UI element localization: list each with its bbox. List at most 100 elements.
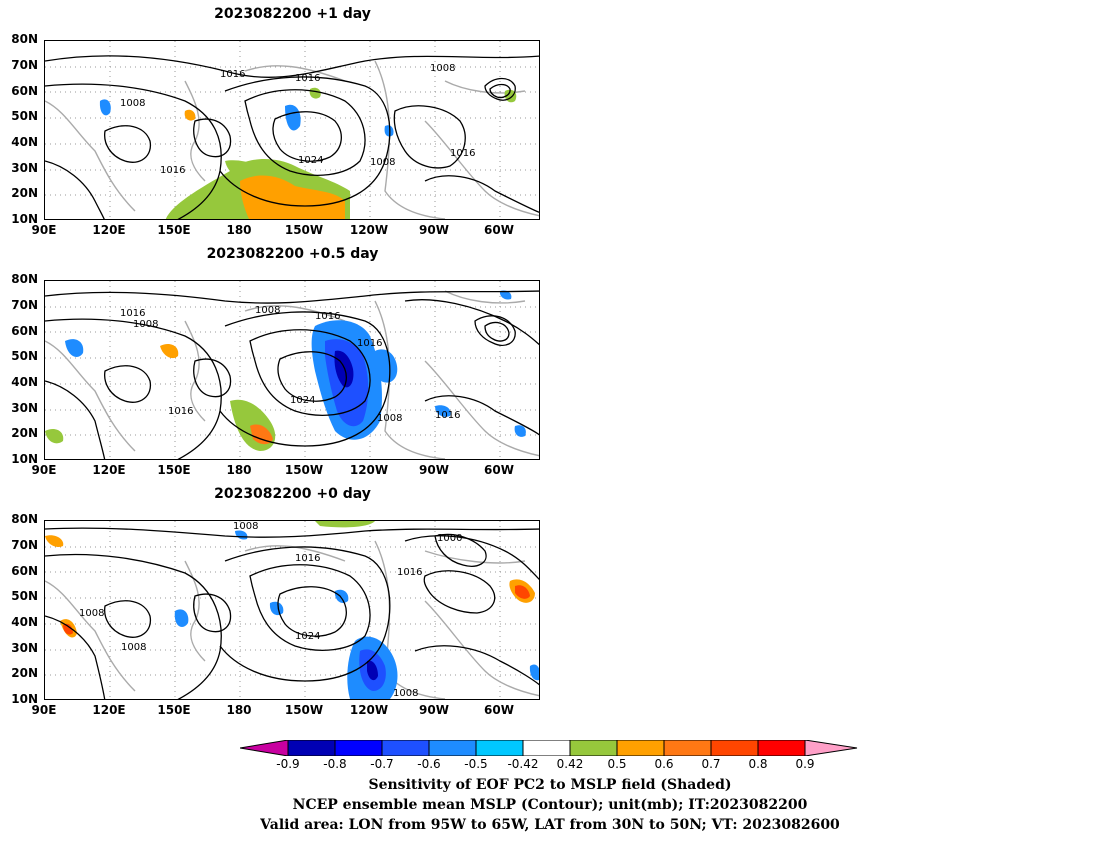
colorbar-label: -0.8 (323, 757, 347, 771)
colorbar-label: -0.5 (464, 757, 488, 771)
lat-label-50n: 50N (11, 589, 38, 603)
lat-label-10n: 10N (11, 692, 38, 706)
colorbar-label: -0.42 (507, 757, 539, 771)
contour-label: 1008 (120, 98, 145, 109)
colorbar-high-extend (804, 740, 858, 756)
lat-label-20n: 20N (11, 186, 38, 200)
lon-label-60w: 60W (484, 463, 514, 477)
caption-shading: Sensitivity of EOF PC2 to MSLP field (Sh… (368, 777, 732, 793)
contour-label: 1016 (315, 311, 340, 322)
lat-label-40n: 40N (11, 375, 38, 389)
colorbar-swatch-5 (475, 740, 524, 756)
lat-label-80n: 80N (11, 512, 38, 526)
panel-1-contours (45, 55, 539, 219)
contour-label: 1008 (79, 608, 104, 619)
colorbar-swatch-9 (663, 740, 712, 756)
lon-label-150e: 150E (157, 703, 191, 717)
contour-label: 1016 (160, 165, 185, 176)
lat-label-40n: 40N (11, 135, 38, 149)
colorbar (240, 740, 858, 756)
contour-label: 1024 (290, 395, 315, 406)
contour-label: 1008 (430, 63, 455, 74)
colorbar-label: -0.9 (276, 757, 300, 771)
colorbar-low-extend (240, 740, 289, 756)
colorbar-label: 0.5 (607, 757, 627, 771)
lat-label-20n: 20N (11, 666, 38, 680)
lon-label-120w: 120W (349, 463, 389, 477)
colorbar-label: 0.7 (701, 757, 721, 771)
lat-label-30n: 30N (11, 401, 38, 415)
lon-label-180: 180 (226, 223, 252, 237)
lon-label-150e: 150E (157, 463, 191, 477)
colorbar-swatch-8 (616, 740, 665, 756)
panel-2-svg: 1016 1008 1008 1016 1016 1024 1016 1008 … (45, 281, 539, 459)
lon-label-150w: 150W (284, 703, 324, 717)
colorbar-swatch-10 (710, 740, 759, 756)
lon-label-120e: 120E (92, 223, 126, 237)
lon-label-90e: 90E (31, 463, 57, 477)
panel-1-map: 1016 1016 1008 1008 1016 1024 1008 1016 (44, 40, 540, 220)
lon-label-60w: 60W (484, 703, 514, 717)
contour-label: 1016 (120, 308, 145, 319)
panel-1-contour-labels: 1016 1016 1008 1008 1016 1024 1008 1016 (120, 63, 475, 176)
lon-label-90w: 90W (419, 703, 449, 717)
colorbar-label: -0.7 (370, 757, 394, 771)
lat-label-70n: 70N (11, 58, 38, 72)
lon-label-120e: 120E (92, 703, 126, 717)
panel-1-svg: 1016 1016 1008 1008 1016 1024 1008 1016 (45, 41, 539, 219)
lat-label-50n: 50N (11, 109, 38, 123)
panel-3-shading (45, 521, 539, 699)
lat-label-70n: 70N (11, 538, 38, 552)
lat-label-10n: 10N (11, 212, 38, 226)
colorbar-swatch-11 (757, 740, 806, 756)
lon-label-120w: 120W (349, 703, 389, 717)
panel-3-svg: 1008 1016 1000 1016 1008 1008 1024 1008 (45, 521, 539, 699)
lon-label-120e: 120E (92, 463, 126, 477)
contour-label: 1008 (255, 305, 280, 316)
panel-3-title: 2023082200 +0 day (214, 486, 371, 502)
colorbar-swatch-1 (287, 740, 336, 756)
caption-valid-area: Valid area: LON from 95W to 65W, LAT fro… (260, 817, 840, 833)
lat-label-20n: 20N (11, 426, 38, 440)
lon-label-90w: 90W (419, 223, 449, 237)
colorbar-swatch-3 (381, 740, 430, 756)
contour-label: 1016 (435, 410, 460, 421)
panel-2-map: 1016 1008 1008 1016 1016 1024 1016 1008 … (44, 280, 540, 460)
lon-label-60w: 60W (484, 223, 514, 237)
lat-label-80n: 80N (11, 272, 38, 286)
panel-2-shading (45, 290, 526, 451)
lon-label-150w: 150W (284, 223, 324, 237)
contour-label: 1024 (298, 155, 323, 166)
contour-label: 1008 (377, 413, 402, 424)
lon-label-150w: 150W (284, 463, 324, 477)
lat-label-60n: 60N (11, 84, 38, 98)
lon-label-180: 180 (226, 703, 252, 717)
contour-label: 1016 (357, 338, 382, 349)
contour-label: 1008 (133, 319, 158, 330)
contour-label: 1016 (168, 406, 193, 417)
colorbar-swatch-7 (569, 740, 618, 756)
colorbar-label: 0.9 (795, 757, 815, 771)
contour-label: 1016 (220, 69, 245, 80)
caption-contour: NCEP ensemble mean MSLP (Contour); unit(… (292, 797, 808, 813)
colorbar-label: 0.8 (748, 757, 768, 771)
lat-label-70n: 70N (11, 298, 38, 312)
contour-label: 1016 (450, 148, 475, 159)
lat-label-30n: 30N (11, 161, 38, 175)
lat-label-60n: 60N (11, 324, 38, 338)
lon-label-150e: 150E (157, 223, 191, 237)
contour-label: 1024 (295, 631, 320, 642)
colorbar-label: 0.6 (654, 757, 674, 771)
panel-1-title: 2023082200 +1 day (214, 6, 371, 22)
lat-label-10n: 10N (11, 452, 38, 466)
contour-label: 1016 (397, 567, 422, 578)
lon-label-180: 180 (226, 463, 252, 477)
colorbar-swatch-2 (334, 740, 383, 756)
contour-label: 1000 (437, 533, 462, 544)
lon-label-90e: 90E (31, 223, 57, 237)
colorbar-label: 0.42 (556, 757, 584, 771)
panel-3-map: 1008 1016 1000 1016 1008 1008 1024 1008 (44, 520, 540, 700)
lat-label-50n: 50N (11, 349, 38, 363)
lon-label-120w: 120W (349, 223, 389, 237)
lat-label-80n: 80N (11, 32, 38, 46)
